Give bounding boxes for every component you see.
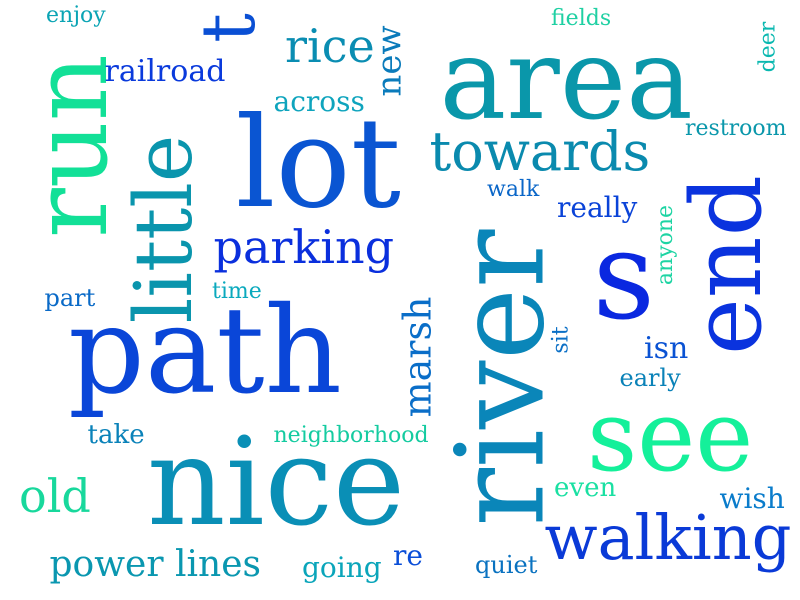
word-time: time (212, 279, 262, 304)
word-going: going (302, 551, 382, 584)
word-river: river (428, 229, 571, 527)
word-power-lines: power lines (49, 544, 261, 585)
word-neighborhood: neighborhood (273, 423, 429, 448)
word-new: new (369, 25, 410, 97)
word-walk: walk (487, 177, 540, 202)
word-s: s (592, 205, 656, 347)
word-fields: fields (551, 6, 612, 31)
word-old: old (19, 469, 91, 523)
word-across: across (273, 85, 365, 118)
word-t: t (185, 13, 272, 43)
word-sit: sit (548, 326, 574, 354)
word-walking: walking (544, 501, 792, 574)
word-wish: wish (719, 482, 785, 515)
word-really: really (557, 191, 638, 224)
word-anyone: anyone (653, 204, 679, 286)
word-early: early (619, 364, 681, 392)
word-enjoy: enjoy (46, 3, 106, 28)
word-little: little (117, 134, 211, 324)
word-restroom: restroom (685, 116, 787, 141)
word-railroad: railroad (104, 54, 226, 89)
word-see: see (587, 380, 754, 494)
word-path: path (68, 282, 342, 421)
word-area: area (439, 15, 693, 145)
word-rice: rice (285, 19, 375, 73)
word-re: re (393, 539, 423, 572)
word-part: part (44, 284, 96, 312)
word-take: take (87, 420, 145, 450)
word-lot: lot (235, 90, 401, 236)
word-even: even (554, 473, 617, 503)
word-end: end (671, 174, 784, 356)
word-nice: nice (147, 411, 406, 553)
word-isn: isn (644, 331, 689, 366)
word-deer: deer (754, 21, 780, 73)
word-marsh: marsh (394, 296, 439, 418)
word-quiet: quiet (475, 551, 538, 579)
word-parking: parking (213, 220, 395, 274)
word-towards: towards (429, 120, 651, 183)
